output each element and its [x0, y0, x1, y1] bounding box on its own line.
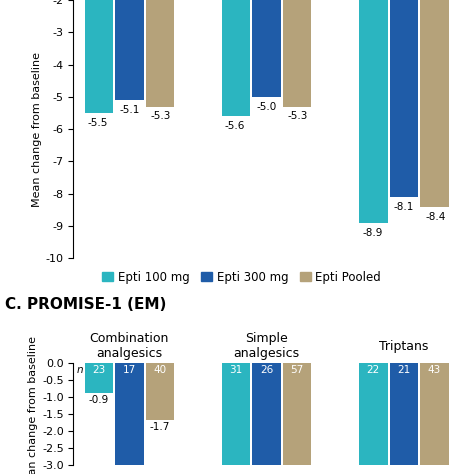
Text: -5.1: -5.1 [119, 105, 139, 115]
Legend: Epti 100 mg, Epti 300 mg, Epti Pooled: Epti 100 mg, Epti 300 mg, Epti Pooled [98, 266, 386, 289]
Text: -1.7: -1.7 [150, 422, 170, 432]
Text: -5.3: -5.3 [151, 111, 171, 121]
Bar [222, 363, 250, 465]
Text: C. PROMISE-1 (EM): C. PROMISE-1 (EM) [5, 298, 166, 312]
Bar [85, 0, 113, 113]
Text: 57: 57 [291, 365, 304, 374]
Text: -8.1: -8.1 [394, 202, 414, 212]
Bar [390, 363, 418, 465]
Text: -8.4: -8.4 [425, 211, 446, 221]
Y-axis label: Mean change from baseline: Mean change from baseline [28, 336, 38, 474]
Bar [420, 363, 448, 465]
Text: -5.0: -5.0 [256, 102, 277, 112]
Text: 17: 17 [123, 365, 136, 374]
Bar [146, 0, 174, 107]
Bar [420, 0, 448, 207]
Bar [390, 0, 418, 197]
Y-axis label: Mean change from baseline: Mean change from baseline [32, 52, 42, 207]
Text: -5.3: -5.3 [288, 111, 308, 121]
Bar [115, 0, 144, 100]
Text: 43: 43 [428, 365, 441, 374]
Bar [252, 0, 281, 97]
Text: 22: 22 [367, 365, 380, 374]
Text: 31: 31 [229, 365, 243, 374]
Text: 23: 23 [92, 365, 106, 374]
Text: -5.6: -5.6 [225, 121, 246, 131]
Bar [252, 363, 281, 465]
Bar [359, 0, 388, 223]
Bar [359, 363, 388, 465]
Text: 26: 26 [260, 365, 273, 374]
Bar [222, 0, 250, 116]
Text: -0.9: -0.9 [89, 395, 109, 405]
Text: 40: 40 [153, 365, 166, 374]
Bar [85, 363, 113, 393]
Text: Combination
analgesics: Combination analgesics [90, 332, 169, 360]
Text: 21: 21 [397, 365, 410, 374]
Text: n: n [76, 365, 83, 374]
Bar [283, 363, 311, 465]
Bar [283, 0, 311, 107]
Text: Simple
analgesics: Simple analgesics [234, 332, 300, 360]
Bar [146, 363, 174, 420]
Text: -8.9: -8.9 [362, 228, 383, 237]
Text: Triptans: Triptans [379, 339, 428, 353]
Text: -5.5: -5.5 [88, 118, 108, 128]
Bar [115, 363, 144, 465]
